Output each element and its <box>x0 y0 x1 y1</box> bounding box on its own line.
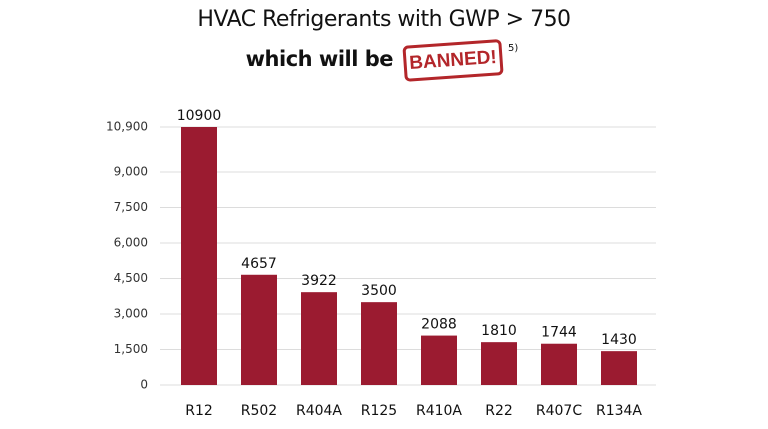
value-label: 4657 <box>241 256 277 272</box>
bar <box>421 335 457 385</box>
value-label: 10900 <box>177 108 222 124</box>
value-label: 1810 <box>481 323 517 339</box>
bar <box>541 343 577 385</box>
x-tick-label: R404A <box>296 403 342 419</box>
bar <box>361 302 397 385</box>
y-tick-label: 4,500 <box>114 271 148 285</box>
x-tick-label: R410A <box>416 403 462 419</box>
y-tick-label: 10,900 <box>106 120 148 134</box>
x-tick-label: R12 <box>185 403 213 419</box>
x-tick-label: R134A <box>596 403 642 419</box>
bar <box>601 351 637 385</box>
stamp-text: BANNED! <box>409 47 498 74</box>
x-tick-label: R502 <box>241 403 277 419</box>
value-label: 1430 <box>601 332 637 348</box>
value-label: 1744 <box>541 325 577 341</box>
footnote-ref: 5) <box>508 43 518 54</box>
x-tick-label: R22 <box>485 403 513 419</box>
y-tick-label: 3,000 <box>114 306 148 320</box>
x-tick-label: R407C <box>536 403 582 419</box>
y-tick-label: 6,000 <box>114 235 148 249</box>
bar <box>481 342 517 385</box>
y-tick-label: 0 <box>140 378 148 392</box>
y-tick-label: 9,000 <box>114 164 148 178</box>
value-label: 2088 <box>421 317 457 333</box>
bar <box>181 127 217 385</box>
stamp-border <box>402 39 504 82</box>
bar <box>241 274 277 385</box>
chart-subtitle: which will be <box>246 47 394 71</box>
value-label: 3922 <box>301 273 337 289</box>
stamp: BANNED! <box>402 39 504 82</box>
value-label: 3500 <box>361 283 397 299</box>
x-tick-label: R125 <box>361 403 397 419</box>
y-tick-label: 7,500 <box>114 200 148 214</box>
bar <box>301 292 337 385</box>
y-tick-label: 1,500 <box>114 342 148 356</box>
chart-title: HVAC Refrigerants with GWP > 750 <box>197 7 570 32</box>
